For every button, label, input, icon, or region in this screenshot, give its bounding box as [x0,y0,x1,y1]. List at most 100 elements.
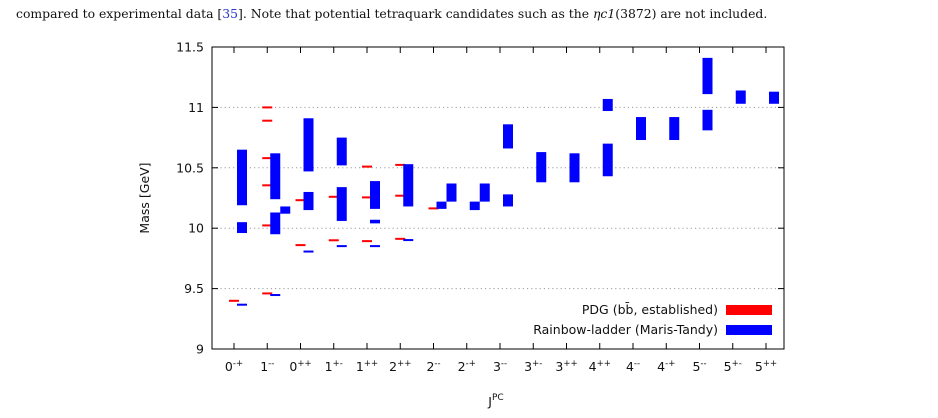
x-tick-label-base: 2 [389,359,397,374]
x-tick-label-base: 1 [325,359,333,374]
pdg-mass-mark [328,195,339,198]
rainbow-ladder-range-box [602,143,613,177]
pdg-mass-mark [262,224,273,227]
pdg-mass-mark [262,119,273,122]
x-tick-label-base: 1 [260,359,268,374]
x-tick-label: 3+- [524,359,542,374]
figure-caption: compared to experimental data [35]. Note… [16,6,926,21]
rainbow-ladder-range-box [536,152,547,183]
y-tick-label: 10.5 [176,160,204,175]
legend-label-rainbow-ladder: Rainbow-ladder (Maris-Tandy) [533,322,718,337]
rainbow-ladder-range-box [270,212,281,235]
caption-text-middle: ]. Note that potential tetraquark candid… [238,6,593,21]
rainbow-ladder-range-box [237,149,247,206]
caption-symbol: ηc1 [592,6,616,21]
rainbow-ladder-range-box [370,219,380,224]
x-tick-label-superscript: -- [700,359,706,369]
x-tick-label: 5++ [755,359,777,374]
rainbow-ladder-range-box [735,90,746,104]
y-tick-label: 9.5 [184,281,204,296]
rainbow-ladder-range-box [403,239,414,242]
x-tick-label-base: 4 [589,359,597,374]
pdg-mass-mark [395,163,406,166]
x-tick-label-base: 5 [724,359,732,374]
x-tick-label-base: 4 [657,359,665,374]
x-tick-label: 1++ [356,359,378,374]
pdg-mass-mark [395,237,406,240]
pdg-mass-mark [328,239,339,242]
rainbow-ladder-range-box [336,137,347,166]
x-axis-title-superscript: PC [492,393,504,403]
x-tick-label: 4-- [626,359,640,374]
rainbow-ladder-range-box [636,117,646,141]
caption-text-start: compared to experimental data [ [16,6,223,21]
rainbow-ladder-range-box [403,164,414,207]
rainbow-ladder-range-box [270,294,281,297]
pdg-mass-mark [362,196,372,199]
rainbow-ladder-range-box [503,124,513,149]
rainbow-ladder-range-box [237,222,247,234]
x-tick-label-base: 2 [458,359,466,374]
x-tick-label-superscript: -- [634,359,640,369]
rainbow-ladder-range-box [446,183,457,202]
pdg-mass-mark [295,244,306,247]
rainbow-ladder-range-box [436,201,447,209]
x-tick-label-superscript: ++ [364,359,378,369]
rainbow-ladder-range-box [702,109,713,131]
x-tick-label-superscript: -- [434,359,440,369]
x-tick-label-base: 3 [524,359,532,374]
pdg-mass-mark [428,207,439,210]
rainbow-ladder-range-box [503,194,513,207]
citation-link[interactable]: 35 [222,6,239,21]
x-tick-label-base: 3 [555,359,563,374]
pdg-mass-mark [262,292,273,295]
rainbow-ladder-range-box [303,250,314,253]
rainbow-ladder-range-box [469,201,480,211]
rainbow-ladder-range-box [303,191,314,211]
x-tick-label-base: 0 [225,359,233,374]
rainbow-ladder-range-box [336,245,347,248]
x-tick-label: 2++ [389,359,411,374]
rainbow-ladder-range-box [669,117,680,141]
y-tick-labels: 9 9.5 10 10.5 11 11.5 [176,40,204,357]
x-tick-label-superscript: -- [501,359,507,369]
pdg-mass-mark [262,106,273,109]
rainbow-ladder-range-box [569,153,580,183]
x-tick-label-superscript: -+ [233,359,243,369]
x-axis-title: JPC [487,393,503,409]
x-tick-label-base: 5 [692,359,700,374]
rainbow-ladder-range-box [336,187,347,221]
rainbow-ladder-range-box [280,206,291,214]
rainbow-ladder-range-box [602,98,613,112]
rainbow-ladder-range-box [370,181,380,209]
pdg-mass-mark [262,157,273,160]
x-tick-label-superscript: ++ [297,359,311,369]
legend-swatch-pdg [726,305,772,315]
x-tick-label-superscript: +- [732,359,742,369]
rainbow-ladder-series [237,57,779,306]
plot-border [211,46,785,350]
plot-frame [211,46,785,350]
x-tick-label-base: 4 [626,359,634,374]
x-tick-label-superscript: -+ [466,359,476,369]
caption-text-end: (3872) are not included. [615,6,768,21]
pdg-mass-mark [295,199,306,202]
rainbow-ladder-range-box [237,303,247,306]
x-tick-label-base: 0 [289,359,297,374]
pdg-mass-mark [362,165,372,168]
grid-lines [212,106,784,290]
x-tick-label: 5-- [692,359,706,374]
x-tick-label: 0-+ [225,359,243,374]
x-tick-label-superscript: ++ [597,359,611,369]
x-tick-label-base: 2 [426,359,434,374]
x-tick-label: 3++ [555,359,577,374]
x-tick-label: 5+- [724,359,742,374]
y-tick-label: 11.5 [176,40,204,55]
rainbow-ladder-range-box [303,118,314,172]
rainbow-ladder-range-box [769,91,779,104]
x-tick-label: 2-- [426,359,440,374]
x-axis-title-base: J [487,394,492,409]
rainbow-ladder-range-box [702,57,713,95]
x-tick-label: 1+- [325,359,343,374]
